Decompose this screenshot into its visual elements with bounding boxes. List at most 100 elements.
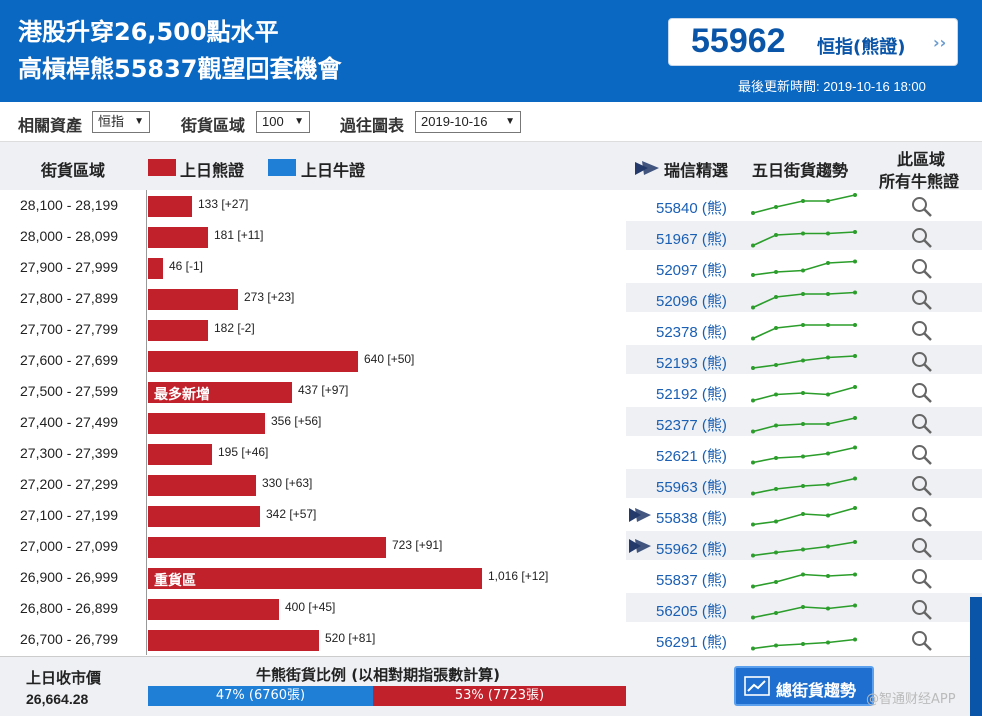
sparkline-point <box>853 290 857 295</box>
total-trend-label: 總街貨趨勢 <box>776 681 857 700</box>
side-tab[interactable] <box>970 597 982 716</box>
magnifier-icon[interactable] <box>911 320 933 342</box>
trend-sparkline[interactable] <box>748 409 860 436</box>
sparkline-point <box>853 230 857 234</box>
headline-line-1: 港股升穿26,500點水平 <box>18 18 279 46</box>
warrant-link[interactable]: 51967 (熊) <box>656 231 727 248</box>
trend-sparkline[interactable] <box>748 440 860 467</box>
magnifier-icon[interactable] <box>911 537 933 559</box>
bear-bar <box>148 227 208 248</box>
trend-chart-icon <box>744 676 770 696</box>
magnifier-icon[interactable] <box>911 506 933 528</box>
warrant-link[interactable]: 52378 (熊) <box>656 324 727 341</box>
bear-bar <box>148 258 163 279</box>
last-updated: 最後更新時間: 2019-10-16 18:00 <box>738 79 926 94</box>
sparkline-point <box>774 487 778 491</box>
warrant-link[interactable]: 55963 (熊) <box>656 479 727 496</box>
sparkline-point <box>751 336 755 341</box>
bear-bar <box>148 196 192 217</box>
sparkline-point <box>826 544 830 549</box>
sparkline-point <box>774 392 778 397</box>
row-stripe <box>626 469 982 498</box>
magnifier-icon[interactable] <box>911 227 933 249</box>
warrant-link[interactable]: 55840 (熊) <box>656 200 727 217</box>
magnifier-icon[interactable] <box>911 444 933 466</box>
zone-range: 26,900 - 26,999 <box>20 569 119 585</box>
warrant-link[interactable]: 52377 (熊) <box>656 417 727 434</box>
caret-down-icon: ▼ <box>134 116 144 127</box>
sparkline-line <box>752 260 856 276</box>
sparkline-point <box>826 261 830 265</box>
warrant-link[interactable]: 56291 (熊) <box>656 634 727 651</box>
sparkline-point <box>853 637 857 642</box>
table-row: 28,100 - 28,199 133 [+27] 55840 (熊) <box>0 190 982 221</box>
bar-value: 273 [+23] <box>244 290 295 304</box>
trend-sparkline[interactable] <box>748 192 860 219</box>
bear-bar <box>148 320 208 341</box>
total-trend-button[interactable]: 總街貨趨勢 <box>734 666 874 706</box>
bar-axis <box>146 314 147 345</box>
magnifier-icon[interactable] <box>911 382 933 404</box>
table-header: 街貨區域 上日熊證 上日牛證 瑞信精選 五日街貨趨勢 此區域 所有牛熊證 <box>0 142 982 191</box>
magnifier-icon[interactable] <box>911 475 933 497</box>
magnifier-icon[interactable] <box>911 196 933 218</box>
warrant-link[interactable]: 52192 (熊) <box>656 386 727 403</box>
table-row: 27,700 - 27,799 182 [-2] 52378 (熊) <box>0 314 982 345</box>
legend-bull-label: 上日牛證 <box>301 161 366 180</box>
warrant-link[interactable]: 52193 (熊) <box>656 355 727 372</box>
zone-select[interactable]: 100 ▼ <box>256 111 310 133</box>
magnifier-icon[interactable] <box>911 568 933 590</box>
warrant-link[interactable]: 55837 (熊) <box>656 572 727 589</box>
sparkline-point <box>801 292 805 296</box>
trend-sparkline[interactable] <box>748 502 860 529</box>
trend-sparkline[interactable] <box>748 223 860 250</box>
warrant-link[interactable]: 52097 (熊) <box>656 262 727 279</box>
asset-select[interactable]: 恒指 ▼ <box>92 111 150 133</box>
warrant-link[interactable]: 55962 (熊) <box>656 541 727 558</box>
trend-sparkline[interactable] <box>748 316 860 343</box>
warrant-link[interactable]: 52096 (熊) <box>656 293 727 310</box>
magnifier-icon[interactable] <box>911 599 933 621</box>
sparkline-line <box>752 507 856 526</box>
bar-value: 133 [+27] <box>198 197 249 211</box>
caret-down-icon: ▼ <box>505 116 515 127</box>
sparkline-point <box>774 456 778 460</box>
magnifier-icon[interactable] <box>911 351 933 373</box>
bear-bar <box>148 630 319 651</box>
sparkline-point <box>801 605 805 609</box>
trend-sparkline[interactable] <box>748 378 860 405</box>
warrant-link[interactable]: 55838 (熊) <box>656 510 727 527</box>
sparkline-point <box>853 354 857 358</box>
sparkline-point <box>853 476 857 481</box>
sparkline-point <box>826 199 830 203</box>
warrant-link[interactable]: 56205 (熊) <box>656 603 727 620</box>
table-row: 26,800 - 26,899 400 [+45] 56205 (熊) <box>0 593 982 624</box>
magnifier-icon[interactable] <box>911 630 933 652</box>
warrant-link[interactable]: 52621 (熊) <box>656 448 727 465</box>
trend-sparkline[interactable] <box>748 626 860 653</box>
sparkline-point <box>801 323 805 327</box>
sparkline-point <box>801 391 805 395</box>
featured-warrant-button[interactable]: 55962 恒指(熊證) ›› <box>668 18 958 66</box>
table-row: 27,600 - 27,699 640 [+50] 52193 (熊) <box>0 345 982 376</box>
trend-sparkline[interactable] <box>748 347 860 374</box>
date-select[interactable]: 2019-10-16 ▼ <box>415 111 521 133</box>
sparkline-point <box>801 199 805 203</box>
headline-line-2: 高槓桿熊55837觀望回套機會 <box>18 55 342 83</box>
trend-sparkline[interactable] <box>748 471 860 498</box>
magnifier-icon[interactable] <box>911 289 933 311</box>
bar-axis <box>146 221 147 252</box>
magnifier-icon[interactable] <box>911 258 933 280</box>
trend-sparkline[interactable] <box>748 564 860 591</box>
trend-sparkline[interactable] <box>748 533 860 560</box>
sparkline-point <box>826 231 830 236</box>
sparkline-point <box>774 233 778 237</box>
magnifier-icon[interactable] <box>911 413 933 435</box>
chart-label: 過往圖表 <box>340 116 405 135</box>
trend-sparkline[interactable] <box>748 285 860 312</box>
footer: 上日收市價 26,664.28 牛熊街貨比例 (以相對期指張數計算) 47% (… <box>0 656 982 716</box>
trend-sparkline[interactable] <box>748 254 860 281</box>
bar-axis <box>146 345 147 376</box>
asset-select-value: 恒指 <box>98 114 125 129</box>
trend-sparkline[interactable] <box>748 595 860 622</box>
